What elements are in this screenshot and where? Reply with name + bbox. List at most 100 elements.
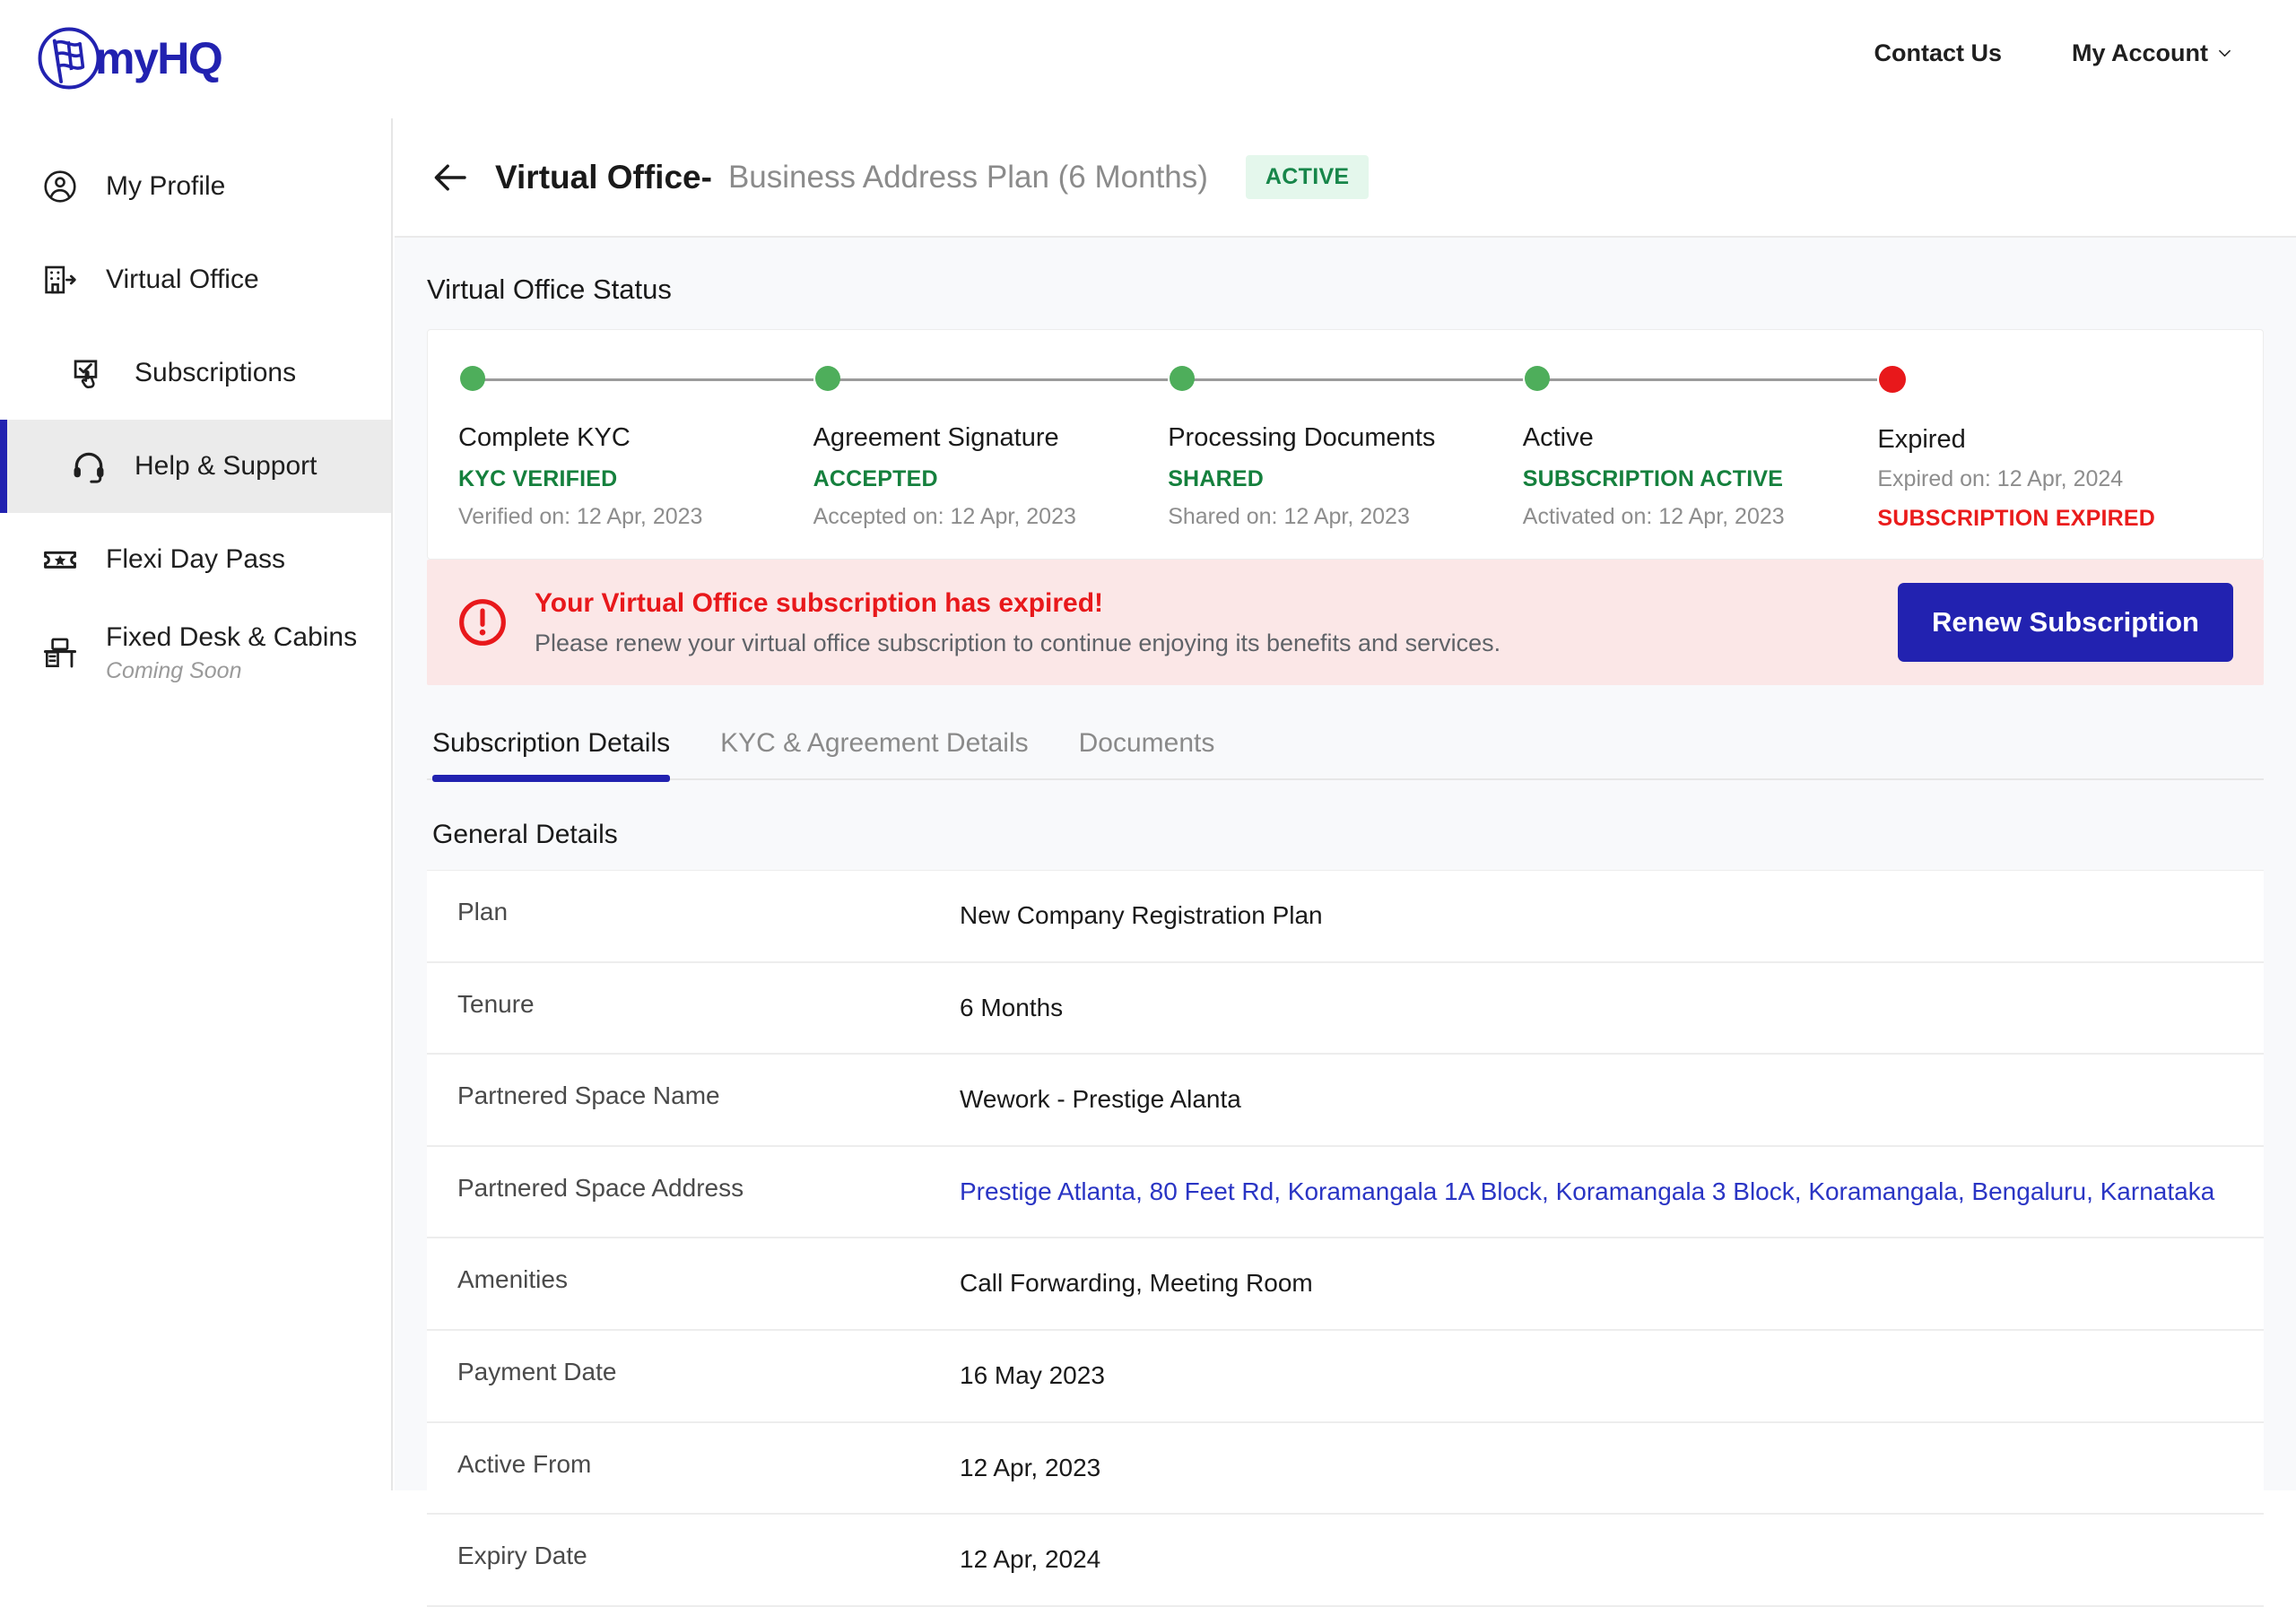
sidebar-item-subscriptions[interactable]: Subscriptions [0,326,391,420]
table-row: Plan New Company Registration Plan [427,871,2264,963]
sidebar-item-fixed-desk-cabins-note: Coming Soon [106,657,242,683]
user-circle-icon [39,166,81,207]
row-value: 16 May 2023 [960,1360,1105,1389]
ticket-star-icon [39,539,81,580]
table-row: Expiry Date 12 Apr, 2024 [427,1515,2264,1607]
step-name: Expired [1877,425,1966,454]
brand-name: myHQ [95,33,223,83]
step-dot-green [1170,366,1196,391]
timeline-connector [1191,378,1523,381]
brand-logo[interactable]: myHQ [34,23,236,93]
error-circle-icon [459,599,506,646]
sidebar-item-subscriptions-label: Subscriptions [135,358,297,387]
row-label: Amenities [457,1265,568,1294]
status-timeline-card: Complete KYC KYC VERIFIED Verified on: 1… [427,329,2264,560]
timeline-connector [836,378,1169,381]
step-name: Active [1522,423,1594,452]
step-dot-green [814,366,840,391]
sidebar-item-help-support-label: Help & Support [135,451,317,481]
row-label: Partnered Space Name [457,1081,720,1110]
sidebar-item-fixed-desk-cabins[interactable]: Fixed Desk & Cabins Coming Soon [0,606,391,699]
timeline-connector [1545,378,1878,381]
step-date: Activated on: 12 Apr, 2023 [1522,504,1785,529]
alert-text: Please renew your virtual office subscri… [535,629,1501,656]
page-header: Virtual Office- Business Address Plan (6… [395,118,2296,238]
row-label: Expiry Date [457,1542,587,1570]
sidebar-item-flexi-day-pass-label: Flexi Day Pass [106,544,286,574]
status-step: Active SUBSCRIPTION ACTIVE Activated on:… [1523,366,1878,532]
desk-icon [39,632,81,673]
status-step-expired: Expired Expired on: 12 Apr, 2024 SUBSCRI… [1877,366,2232,532]
detail-tabs: Subscription Details KYC & Agreement Det… [427,728,2264,782]
row-value: Wework - Prestige Alanta [960,1085,1241,1114]
row-label: Active From [457,1449,592,1478]
building-arrow-icon [39,259,81,300]
sidebar-item-virtual-office-label: Virtual Office [106,265,259,294]
main-content: Virtual Office- Business Address Plan (6… [395,118,2296,1607]
nav-my-account-label: My Account [2071,39,2208,66]
table-row: Partnered Space Name Wework - Prestige A… [427,1055,2264,1147]
sidebar-item-virtual-office[interactable]: Virtual Office [0,233,391,326]
back-arrow-icon[interactable] [429,156,472,199]
sidebar-item-fixed-desk-cabins-label: Fixed Desk & Cabins [106,621,358,652]
step-date: Accepted on: 12 Apr, 2023 [813,504,1076,529]
row-label: Partnered Space Address [457,1173,744,1202]
row-value: 12 Apr, 2023 [960,1453,1101,1481]
row-value: New Company Registration Plan [960,901,1323,929]
general-details-table: Plan New Company Registration Plan Tenur… [427,870,2264,1607]
partnered-space-address-link[interactable]: Prestige Atlanta, 80 Feet Rd, Koramangal… [960,1177,2215,1205]
step-name: Agreement Signature [813,423,1059,452]
step-status: SUBSCRIPTION EXPIRED [1877,506,2155,531]
step-date: Expired on: 12 Apr, 2024 [1877,466,2124,491]
headset-icon [68,446,109,487]
tab-documents[interactable]: Documents [1078,728,1215,758]
expired-alert-banner: Your Virtual Office subscription has exp… [427,560,2264,685]
step-status: ACCEPTED [813,466,938,491]
row-label: Plan [457,898,509,925]
table-row: Payment Date 16 May 2023 [427,1331,2264,1423]
table-row: Active From 12 Apr, 2023 [427,1423,2264,1516]
sidebar: My Profile Virtual Office Subscriptions [0,118,393,1490]
nav-contact-us-label: Contact Us [1874,39,2002,66]
row-label: Tenure [457,989,535,1018]
step-dot-green [1524,366,1550,391]
tab-subscription-details[interactable]: Subscription Details [432,728,671,782]
top-bar: myHQ Contact Us My Account [0,0,2296,118]
step-status: KYC VERIFIED [458,466,618,491]
step-dot-red [1879,366,1907,393]
sidebar-item-my-profile[interactable]: My Profile [0,140,391,233]
nav-my-account[interactable]: My Account [2072,39,2231,67]
page-title: Virtual Office- [495,158,712,195]
chevron-down-icon [2219,49,2231,57]
step-name: Complete KYC [458,423,631,452]
row-value: 12 Apr, 2024 [960,1545,1101,1574]
row-value: Call Forwarding, Meeting Room [960,1269,1313,1298]
status-step: Processing Documents SHARED Shared on: 1… [1168,366,1523,532]
step-status: SHARED [1168,466,1264,491]
timeline-connector [482,378,813,381]
top-navigation: Contact Us My Account [1874,39,2231,67]
status-step: Agreement Signature ACCEPTED Accepted on… [813,366,1169,532]
myhq-flag-logo-icon [38,27,100,90]
status-section-title: Virtual Office Status [427,274,672,305]
status-badge: ACTIVE [1245,155,1370,199]
table-row: Tenure 6 Months [427,963,2264,1055]
row-label: Payment Date [457,1357,617,1385]
alert-body: Your Virtual Office subscription has exp… [535,588,1871,657]
sidebar-item-my-profile-label: My Profile [106,171,226,201]
sidebar-item-flexi-day-pass[interactable]: Flexi Day Pass [0,513,391,606]
row-value: 6 Months [960,993,1064,1021]
alert-title: Your Virtual Office subscription has exp… [535,587,1104,618]
checkbox-cursor-icon [68,352,109,394]
renew-subscription-button[interactable]: Renew Subscription [1898,583,2233,662]
table-row: Partnered Space Address Prestige Atlanta… [427,1147,2264,1239]
page-subtitle: Business Address Plan (6 Months) [727,159,1208,195]
sidebar-item-help-support[interactable]: Help & Support [0,420,391,513]
status-step: Complete KYC KYC VERIFIED Verified on: 1… [458,366,813,532]
table-row: Amenities Call Forwarding, Meeting Room [427,1238,2264,1331]
nav-contact-us[interactable]: Contact Us [1874,39,2002,67]
status-steps: Complete KYC KYC VERIFIED Verified on: 1… [458,366,2232,532]
tab-kyc-agreement-details[interactable]: KYC & Agreement Details [720,728,1029,758]
content-area: Virtual Office Status Complete KYC KYC V… [395,238,2296,1607]
step-date: Shared on: 12 Apr, 2023 [1168,504,1410,529]
